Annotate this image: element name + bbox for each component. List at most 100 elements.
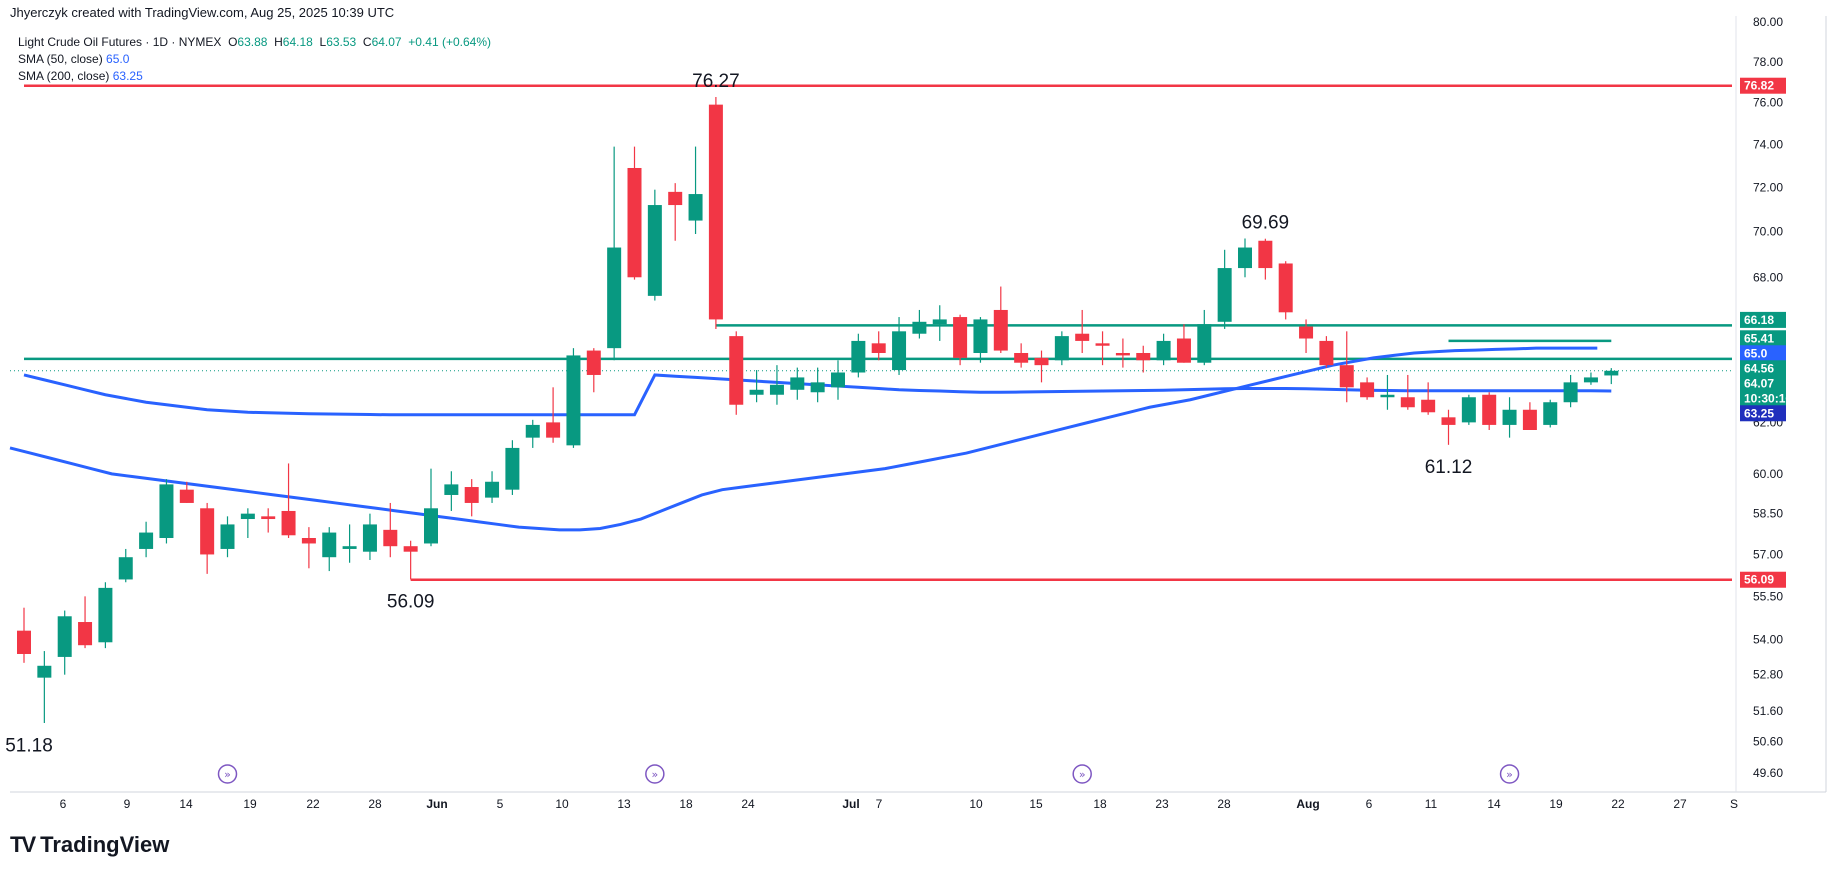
candle-body (200, 508, 215, 555)
price-tag (1740, 360, 1786, 377)
candle-body (57, 616, 72, 657)
price-tag (1740, 345, 1786, 362)
candle-body (607, 247, 622, 349)
candle-body (301, 538, 316, 544)
sma200-row[interactable]: SMA (200, close) 63.25 (18, 68, 491, 85)
price-tag-label: 76.82 (1744, 79, 1774, 93)
y-tick-label: 54.00 (1753, 632, 1783, 646)
candle-body (525, 424, 540, 438)
ohlc-l-label: L (319, 35, 327, 49)
x-tick-label: 7 (876, 797, 883, 811)
x-tick-label: 18 (1093, 797, 1107, 811)
candle-body (1421, 399, 1436, 413)
candle-body (953, 317, 968, 358)
candle-body (281, 510, 296, 536)
x-tick-label: 24 (741, 797, 755, 811)
x-tick-label: 15 (1029, 797, 1043, 811)
candle-body (708, 104, 723, 320)
candle-body (1258, 240, 1273, 269)
event-marker-icon (217, 764, 238, 784)
candle-body (1461, 397, 1476, 423)
price-tag (1740, 405, 1786, 422)
x-tick-label: 9 (124, 797, 131, 811)
candle-body (1115, 352, 1130, 356)
candle-body (871, 343, 886, 353)
candle-body (403, 546, 418, 552)
candle-body (1522, 409, 1537, 430)
candle-body (729, 336, 744, 405)
candle-body (973, 319, 988, 353)
y-tick-label: 60.00 (1753, 467, 1783, 481)
candle-body (1156, 340, 1171, 361)
candle-body (1319, 340, 1334, 366)
candle-body (1380, 394, 1395, 398)
candle-body (322, 532, 337, 558)
price-tag (1740, 375, 1786, 392)
price-tag-label: 65.0 (1744, 346, 1768, 360)
price-tag-label: 65.41 (1744, 331, 1774, 345)
event-marker-icon (645, 764, 665, 784)
candle-body (464, 487, 479, 503)
candle-body (1095, 343, 1110, 346)
x-tick-label: Jun (426, 797, 447, 811)
x-tick-label: 22 (1611, 797, 1625, 811)
price-annotation: 51.18 (5, 736, 53, 757)
candle-body (912, 321, 927, 334)
candle-body (1502, 409, 1517, 425)
candle-body (1238, 247, 1252, 269)
candle-body (586, 350, 601, 375)
x-tick-label: 11 (1425, 797, 1438, 811)
ohlc-o-label: O (228, 35, 238, 49)
candle-body (627, 167, 642, 278)
y-tick-label: 70.00 (1753, 225, 1783, 239)
candle-body (98, 587, 113, 643)
x-tick-label: 28 (368, 797, 382, 811)
candle-body (118, 557, 133, 580)
symbol-name: Light Crude Oil Futures · 1D · NYMEX (18, 35, 222, 49)
candle-body (505, 447, 520, 490)
candle-body (1482, 394, 1497, 425)
sma200-value: 63.25 (112, 69, 143, 83)
y-tick-label: 76.00 (1753, 96, 1783, 110)
price-tag-label: 64.07 (1744, 376, 1774, 390)
y-tick-label: 55.50 (1753, 589, 1783, 603)
price-change: +0.41 (+0.64%) (408, 35, 491, 49)
y-tick-label: 80.00 (1753, 15, 1783, 29)
candle-body (1339, 365, 1354, 388)
symbol-row[interactable]: Light Crude Oil Futures · 1D · NYMEX O63… (18, 34, 491, 51)
candle-body (342, 546, 357, 549)
x-tick-label: 27 (1673, 797, 1687, 811)
candle-body (1400, 397, 1415, 408)
candle-body (362, 524, 377, 552)
x-tick-label: 5 (497, 797, 504, 811)
x-tick-label: 10 (555, 797, 569, 811)
y-tick-label: 50.60 (1753, 735, 1783, 749)
candle-body (546, 422, 561, 438)
price-annotation: 69.69 (1242, 213, 1290, 234)
x-tick-label: 19 (1549, 797, 1563, 811)
y-tick-label: 52.80 (1753, 668, 1783, 682)
x-tick-label: Jul (842, 797, 859, 811)
candle-body (1054, 336, 1069, 361)
brand-mark: TV TradingView (10, 832, 169, 858)
price-tag-label: 56.09 (1744, 573, 1774, 587)
candle-body (831, 372, 845, 388)
candle-body (1075, 333, 1090, 341)
candle-body (566, 355, 581, 446)
ohlc-h-label: H (274, 35, 283, 49)
price-annotation: 56.09 (387, 592, 435, 613)
candle-body (1217, 268, 1232, 322)
candle-body (810, 382, 825, 393)
candle-body (749, 389, 764, 395)
event-marker-glyph: » (224, 768, 231, 781)
y-tick-label: 78.00 (1753, 55, 1783, 69)
sma50-row[interactable]: SMA (50, close) 65.0 (18, 51, 491, 68)
candle-body (1543, 402, 1558, 425)
candle-body (1136, 352, 1151, 361)
sma50-line (9, 346, 1598, 532)
candle-body (139, 532, 154, 549)
y-tick-label: 68.00 (1753, 270, 1783, 284)
ohlc-c-value: 64.07 (371, 35, 402, 49)
x-tick-label: 19 (243, 797, 257, 811)
